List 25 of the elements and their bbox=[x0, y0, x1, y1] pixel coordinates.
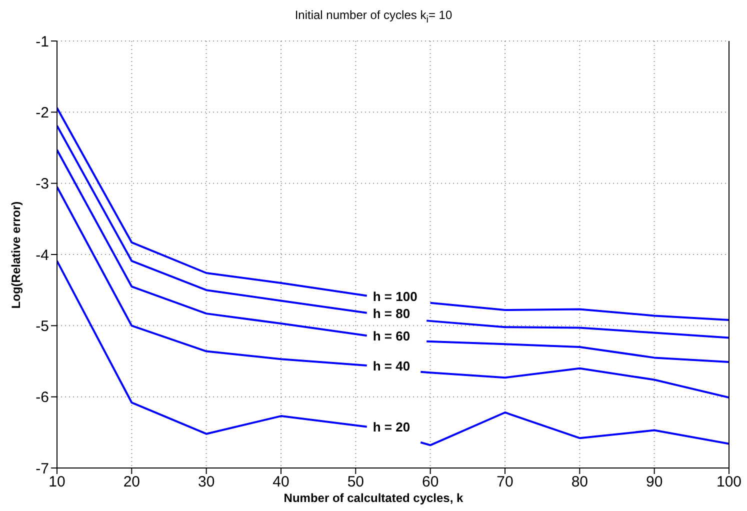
series-label: h = 80 bbox=[372, 306, 410, 321]
x-tick-label: 100 bbox=[716, 474, 742, 491]
series-label: h = 40 bbox=[372, 358, 410, 374]
y-axis-title: Log(Relative error) bbox=[9, 201, 23, 309]
y-tick-label: -4 bbox=[36, 246, 49, 264]
y-tick-label: -5 bbox=[36, 318, 49, 335]
series-label: h = 20 bbox=[372, 420, 410, 435]
x-tick-label: 70 bbox=[496, 474, 514, 491]
y-tick-label: -1 bbox=[36, 33, 49, 50]
y-tick-label: -6 bbox=[36, 389, 49, 406]
x-tick-label: 90 bbox=[646, 474, 663, 491]
y-tick-label: -2 bbox=[36, 104, 49, 122]
x-tick-label: 40 bbox=[272, 474, 290, 491]
x-tick-label: 50 bbox=[347, 474, 364, 491]
x-tick-label: 80 bbox=[571, 474, 588, 491]
series-label: h = 100 bbox=[372, 288, 418, 304]
x-tick-label: 20 bbox=[123, 474, 140, 491]
chart-title: Initial number of cycles k$_{i}$= 10 bbox=[294, 8, 454, 26]
x-tick-label: 10 bbox=[48, 474, 66, 491]
x-tick-label: 60 bbox=[422, 474, 439, 491]
series-label: h = 60 bbox=[372, 328, 410, 344]
y-tick-label: -7 bbox=[36, 460, 49, 478]
x-tick-label: 30 bbox=[198, 474, 215, 491]
x-axis-title: Number of calcultated cycles, k bbox=[282, 491, 464, 505]
y-tick-label: -3 bbox=[36, 176, 49, 193]
